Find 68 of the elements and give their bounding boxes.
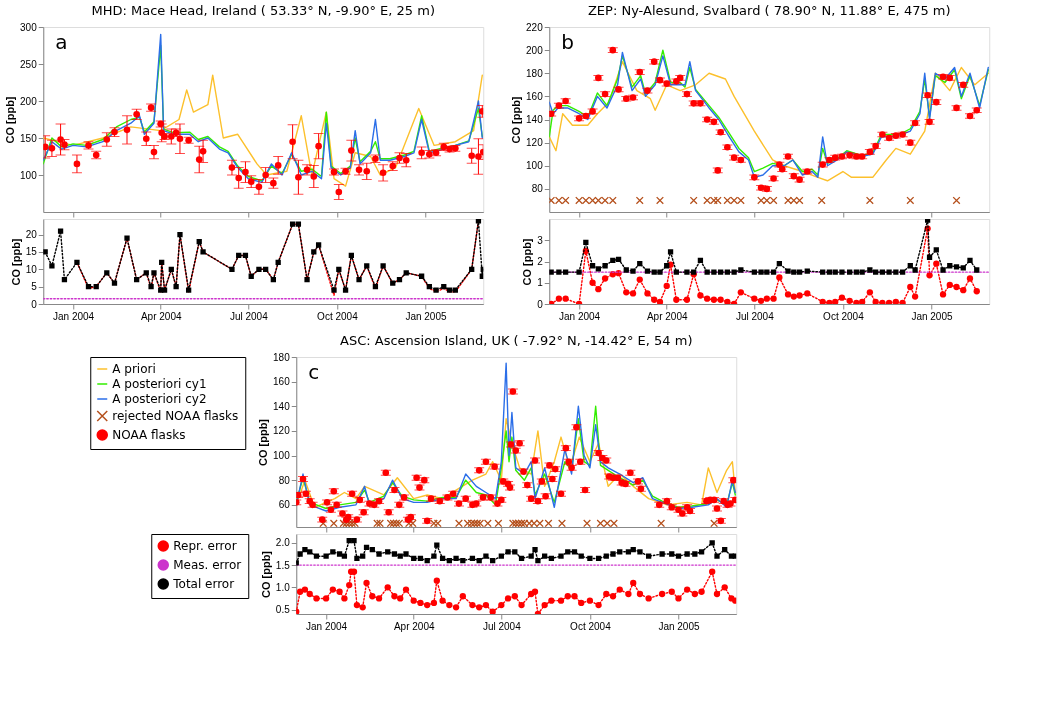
- y-tick-label: 250: [20, 58, 38, 70]
- y-tick-label: 20: [25, 229, 38, 241]
- y-tick-label: 180: [273, 351, 291, 363]
- x-tick-label: Apr 2004: [393, 620, 435, 632]
- y-tick-label: 120: [526, 137, 544, 149]
- legend-label: Total error: [172, 577, 235, 591]
- x-tick-label: Jan 2005: [658, 620, 700, 632]
- chart-title: MHD: Mace Head, Ireland ( 53.33° N, -9.90° E, 25 m): [91, 3, 436, 18]
- y-tick-label: 3: [537, 234, 544, 246]
- y-tick-label: 140: [526, 114, 544, 125]
- y-tick-label: 150: [20, 132, 38, 144]
- y-axis-title: CO [ppb]: [9, 238, 22, 286]
- legend-label: A posteriori cy2: [112, 392, 207, 406]
- y-tick-label: 1: [537, 277, 544, 289]
- y-tick-label: 300: [20, 21, 38, 33]
- y-axis-title: CO [ppb]: [521, 238, 534, 286]
- y-tick-label: 2: [537, 256, 544, 267]
- y-tick-label: 100: [20, 169, 38, 181]
- y-tick-label: 200: [526, 44, 544, 56]
- legend-label: rejected NOAA flasks: [112, 409, 239, 423]
- y-tick-label: 10: [25, 263, 38, 275]
- y-tick-label: 160: [273, 376, 291, 388]
- legend-label: NOAA flasks: [112, 428, 186, 442]
- y-tick-label: 5: [31, 281, 38, 293]
- legend-label: A posteriori cy1: [112, 377, 207, 391]
- y-tick-label: 1.0: [275, 581, 291, 593]
- y-tick-label: 160: [526, 90, 544, 102]
- y-tick-label: 0: [31, 298, 38, 310]
- annotation: c: [308, 360, 320, 384]
- y-tick-label: 100: [273, 450, 291, 462]
- y-tick-label: 60: [278, 499, 291, 511]
- y-tick-label: 80: [278, 474, 291, 486]
- legend-label: A priori: [112, 362, 156, 376]
- y-tick-label: 80: [531, 183, 544, 195]
- x-tick-label: Oct 2004: [317, 310, 359, 322]
- y-axis-title: CO [ppb]: [4, 96, 17, 144]
- y-tick-label: 0: [537, 298, 544, 310]
- y-axis-title: CO [ppb]: [510, 96, 523, 144]
- y-tick-label: 120: [273, 425, 291, 437]
- x-tick-label: Jan 2004: [53, 310, 95, 322]
- annotation: a: [55, 30, 68, 54]
- x-tick-label: Jan 2005: [405, 310, 447, 322]
- y-tick-label: 220: [526, 21, 544, 33]
- x-tick-label: Apr 2004: [140, 310, 182, 322]
- y-tick-label: 200: [20, 95, 38, 107]
- y-tick-label: 180: [526, 67, 544, 79]
- y-axis-title: CO [ppb]: [259, 550, 272, 599]
- y-tick-label: 1.5: [275, 559, 291, 571]
- y-tick-label: 0.5: [275, 604, 291, 616]
- x-tick-label: Jul 2004: [482, 620, 522, 632]
- chart-title: ASC: Ascension Island, UK ( -7.92° N, -14.42° E, 54 m): [340, 333, 693, 348]
- x-tick-label: Apr 2004: [646, 310, 688, 322]
- x-tick-label: Jan 2004: [559, 310, 601, 322]
- y-tick-label: 15: [25, 246, 38, 258]
- y-tick-label: 2.0: [275, 537, 291, 549]
- x-tick-label: Jul 2004: [229, 310, 269, 322]
- x-tick-label: Oct 2004: [823, 310, 865, 322]
- y-tick-label: 140: [273, 400, 291, 412]
- x-tick-label: Jan 2005: [911, 310, 953, 322]
- y-axis-title: CO [ppb]: [257, 418, 270, 467]
- legend-label: Repr. error: [173, 539, 237, 553]
- annotation: b: [561, 30, 574, 54]
- x-tick-label: Oct 2004: [570, 620, 612, 632]
- x-tick-label: Jan 2004: [306, 620, 348, 632]
- chart-title: ZEP: Ny-Alesund, Svalbard ( 78.90° N, 11.88° E, 475 m): [587, 3, 951, 18]
- y-tick-label: 100: [526, 160, 544, 172]
- legend-label: Meas. error: [173, 558, 242, 572]
- x-tick-label: Jul 2004: [735, 310, 775, 322]
